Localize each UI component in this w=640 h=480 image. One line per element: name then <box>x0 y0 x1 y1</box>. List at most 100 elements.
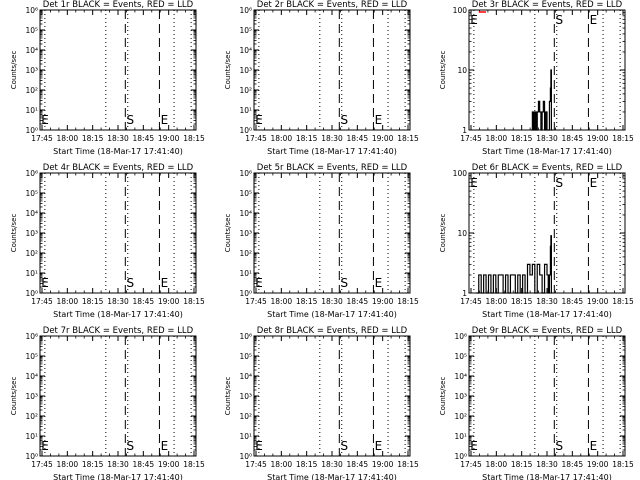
edge-label-e: E <box>255 276 263 290</box>
edge-label-e: E <box>470 176 478 190</box>
y-tick-label: 10² <box>239 412 252 421</box>
marker-label-s: S <box>341 113 349 127</box>
x-tick-label: 17:45 <box>245 460 267 469</box>
y-tick-label: 10² <box>25 86 38 95</box>
x-tick-label: 18:00 <box>57 134 79 143</box>
x-tick-label: 18:15 <box>612 134 634 143</box>
events-series <box>476 235 553 294</box>
y-axis-label: Counts/sec <box>439 377 447 416</box>
y-tick-label: 10 <box>457 66 467 75</box>
x-tick-label: 18:00 <box>486 134 508 143</box>
y-tick-label: 10² <box>239 249 252 258</box>
plot-frame <box>253 172 411 294</box>
x-tick-label: 18:15 <box>511 134 533 143</box>
x-tick-label: 18:30 <box>107 134 129 143</box>
y-tick-label: 10⁰ <box>239 289 252 298</box>
y-tick-label: 10¹ <box>239 269 252 278</box>
edge-label-e: E <box>470 13 478 27</box>
marker-label-s: S <box>556 439 564 453</box>
edge-label-e: E <box>255 439 263 453</box>
plot-frame <box>253 9 411 131</box>
y-tick-label: 10³ <box>239 66 252 75</box>
plot-frame <box>39 335 197 457</box>
panel-title: Det 1r BLACK = Events, RED = LLD <box>43 0 194 10</box>
x-tick-label: 18:15 <box>82 134 104 143</box>
x-tick-label: 19:00 <box>587 297 609 306</box>
y-tick-label: 10⁵ <box>25 26 38 35</box>
panel-det-5r: Det 5r BLACK = Events, RED = LLD Counts/s… <box>224 163 419 319</box>
x-tick-label: 18:00 <box>57 297 79 306</box>
y-tick-label: 10⁴ <box>25 372 38 381</box>
y-tick-label: 10⁵ <box>239 26 252 35</box>
y-axis-label: Counts/sec <box>224 214 232 253</box>
x-tick-label: 18:00 <box>486 297 508 306</box>
y-tick-label: 1 <box>462 126 467 135</box>
y-axis-label: Counts/sec <box>224 51 232 90</box>
x-tick-label: 19:00 <box>372 134 394 143</box>
panel-title: Det 7r BLACK = Events, RED = LLD <box>43 326 194 336</box>
marker-label-s: S <box>556 13 564 27</box>
x-tick-label: 18:30 <box>107 297 129 306</box>
x-tick-label: 18:30 <box>107 460 129 469</box>
y-axis-label: Counts/sec <box>439 214 447 253</box>
panel-det-6r: Det 6r BLACK = Events, RED = LLD Counts/s… <box>439 163 634 319</box>
plot-frame <box>39 9 197 131</box>
x-axis-label: Start Time (18-Mar-17 17:41:40) <box>267 310 397 319</box>
y-tick-label: 10⁰ <box>239 126 252 135</box>
y-axis-label: Counts/sec <box>10 51 18 90</box>
x-axis-label: Start Time (18-Mar-17 17:41:40) <box>53 473 183 480</box>
y-tick-label: 10² <box>25 412 38 421</box>
y-tick-label: 100 <box>453 169 468 178</box>
y-tick-label: 10⁶ <box>239 169 252 178</box>
x-tick-label: 18:00 <box>271 297 293 306</box>
panel-det-8r: Det 8r BLACK = Events, RED = LLD Counts/s… <box>224 326 419 480</box>
x-tick-label: 18:15 <box>511 460 533 469</box>
marker-label-s: S <box>341 276 349 290</box>
x-tick-label: 18:45 <box>347 134 369 143</box>
y-tick-label: 10⁴ <box>239 209 252 218</box>
y-tick-label: 10⁵ <box>25 189 38 198</box>
marker-label-s: S <box>127 439 135 453</box>
x-tick-label: 18:45 <box>133 134 155 143</box>
events-series <box>531 69 553 131</box>
x-axis-label: Start Time (18-Mar-17 17:41:40) <box>53 310 183 319</box>
y-tick-label: 10³ <box>25 392 38 401</box>
panel-title: Det 3r BLACK = Events, RED = LLD <box>472 0 623 10</box>
y-tick-label: 10³ <box>25 229 38 238</box>
y-tick-label: 10⁰ <box>239 452 252 461</box>
marker-label-e: E <box>590 13 598 27</box>
y-axis-label: Counts/sec <box>10 214 18 253</box>
x-tick-label: 18:30 <box>536 460 558 469</box>
x-tick-label: 17:45 <box>460 134 482 143</box>
y-tick-label: 10³ <box>239 392 252 401</box>
y-tick-label: 10⁶ <box>239 332 252 341</box>
x-tick-label: 18:15 <box>296 460 318 469</box>
x-tick-label: 18:45 <box>347 460 369 469</box>
panel-title: Det 5r BLACK = Events, RED = LLD <box>257 163 408 173</box>
x-axis-label: Start Time (18-Mar-17 17:41:40) <box>482 473 612 480</box>
x-axis-label: Start Time (18-Mar-17 17:41:40) <box>267 473 397 480</box>
y-tick-label: 10⁵ <box>454 352 467 361</box>
x-axis-label: Start Time (18-Mar-17 17:41:40) <box>482 147 612 156</box>
y-tick-label: 10⁴ <box>25 46 38 55</box>
y-tick-label: 10⁶ <box>454 332 467 341</box>
x-tick-label: 18:45 <box>133 297 155 306</box>
y-tick-label: 1 <box>462 289 467 298</box>
y-tick-label: 10⁶ <box>25 6 38 15</box>
y-tick-label: 10³ <box>25 66 38 75</box>
y-axis-label: Counts/sec <box>439 51 447 90</box>
x-tick-label: 18:45 <box>562 460 584 469</box>
x-tick-label: 18:00 <box>57 460 79 469</box>
x-tick-label: 19:00 <box>587 134 609 143</box>
y-tick-label: 10¹ <box>454 432 467 441</box>
x-tick-label: 18:00 <box>271 460 293 469</box>
x-tick-label: 19:00 <box>158 297 180 306</box>
x-tick-label: 18:30 <box>321 297 343 306</box>
marker-label-s: S <box>127 276 135 290</box>
panel-det-4r: Det 4r BLACK = Events, RED = LLD Counts/s… <box>10 163 205 319</box>
panel-title: Det 4r BLACK = Events, RED = LLD <box>43 163 194 173</box>
x-tick-label: 18:15 <box>296 134 318 143</box>
x-tick-label: 18:15 <box>612 460 634 469</box>
x-tick-label: 17:45 <box>31 460 53 469</box>
x-tick-label: 17:45 <box>245 297 267 306</box>
